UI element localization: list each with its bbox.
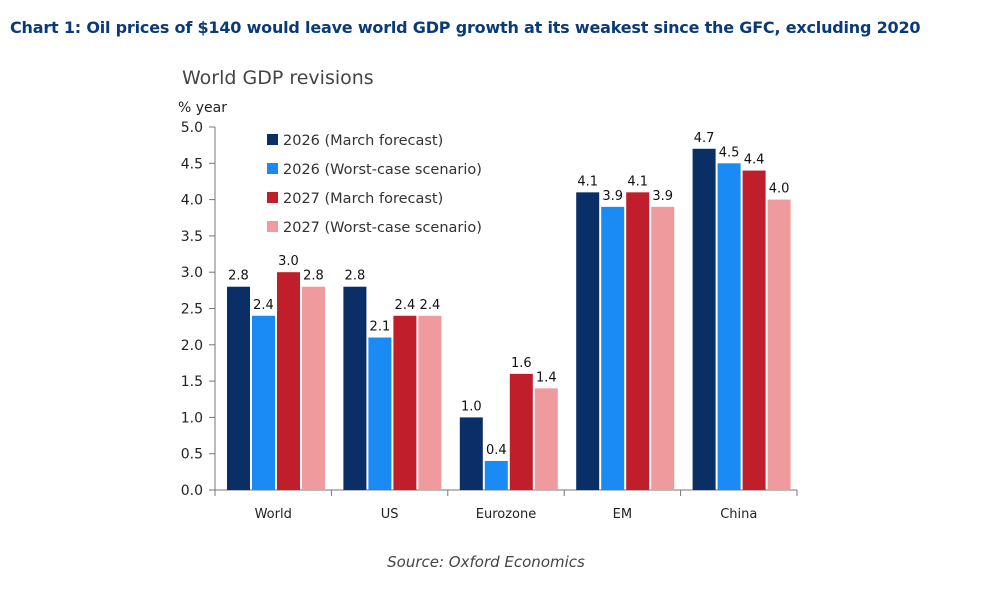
y-tick-label: 2.0 [181, 338, 203, 354]
data-label: 0.4 [486, 443, 507, 458]
bar [692, 148, 716, 490]
bar [368, 337, 392, 490]
data-label: 4.7 [694, 131, 715, 146]
data-label: 2.4 [253, 298, 274, 313]
data-label: 1.6 [511, 356, 532, 371]
y-tick-label: 4.0 [181, 193, 203, 209]
data-label: 4.1 [627, 174, 648, 189]
legend-label: 2027 (March forecast) [283, 191, 443, 207]
chart-title: World GDP revisions [182, 67, 374, 89]
bar [626, 192, 650, 490]
source-note: Source: Oxford Economics [387, 553, 585, 571]
data-label: 1.0 [461, 399, 482, 414]
bar [459, 417, 483, 490]
bar [742, 170, 766, 490]
legend-label: 2027 (Worst-case scenario) [283, 220, 482, 236]
data-label: 3.9 [602, 189, 623, 204]
bar [343, 286, 367, 490]
data-label: 4.4 [744, 153, 765, 168]
bar [767, 199, 791, 490]
bar [418, 315, 442, 490]
data-label: 2.8 [345, 269, 366, 284]
bar [252, 315, 275, 490]
bar [717, 163, 741, 491]
bar [601, 206, 625, 491]
bar [534, 388, 558, 490]
bar [509, 373, 533, 490]
legend-swatch [267, 163, 278, 174]
data-label: 4.5 [719, 145, 740, 160]
legend-swatch [267, 221, 278, 232]
data-label: 4.0 [769, 182, 790, 197]
y-tick-label: 0.0 [181, 483, 203, 499]
legend-swatch [267, 134, 278, 145]
bar [651, 206, 675, 491]
legend-label: 2026 (Worst-case scenario) [283, 162, 482, 178]
bar [227, 286, 250, 490]
bar [277, 272, 300, 490]
x-tick-label: Eurozone [476, 507, 536, 522]
data-label: 2.8 [228, 269, 249, 284]
y-tick-label: 1.0 [181, 410, 203, 426]
y-tick-label: 2.5 [181, 302, 203, 318]
data-label: 2.4 [395, 298, 416, 313]
data-label: 2.1 [370, 320, 391, 335]
y-tick-label: 0.5 [181, 447, 203, 463]
data-label: 3.0 [278, 254, 299, 269]
y-tick-label: 1.5 [181, 374, 203, 390]
x-tick-label: US [381, 507, 399, 522]
bar [576, 192, 600, 490]
data-label: 2.8 [303, 269, 324, 284]
y-tick-label: 4.5 [181, 156, 203, 172]
bar [393, 315, 417, 490]
y-axis-label: % year [178, 100, 227, 116]
data-label: 3.9 [652, 189, 673, 204]
y-tick-label: 5.0 [181, 120, 203, 136]
bar [302, 286, 325, 490]
x-tick-label: World [255, 507, 292, 522]
legend-label: 2026 (March forecast) [283, 133, 443, 149]
y-tick-label: 3.0 [181, 265, 203, 281]
bar [484, 460, 508, 490]
x-tick-label: EM [613, 507, 632, 522]
chart-heading: Chart 1: Oil prices of $140 would leave … [10, 18, 921, 37]
data-label: 1.4 [536, 370, 557, 385]
legend-swatch [267, 192, 278, 203]
data-label: 4.1 [577, 174, 598, 189]
x-tick-label: China [720, 507, 757, 522]
y-tick-label: 3.5 [181, 229, 203, 245]
data-label: 2.4 [420, 298, 441, 313]
